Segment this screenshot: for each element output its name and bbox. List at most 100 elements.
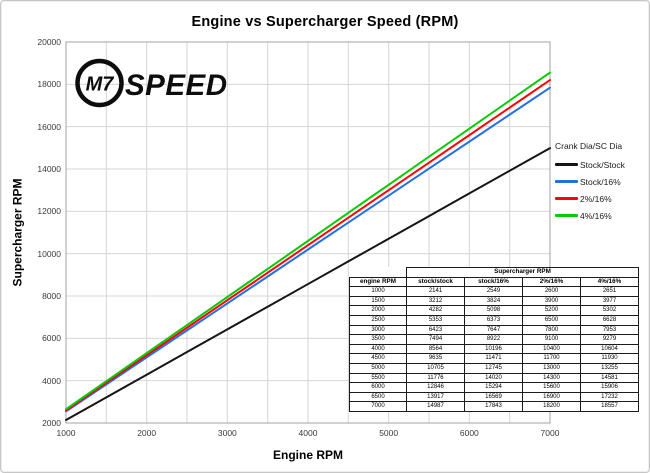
y-tick-label: 18000 <box>37 79 61 90</box>
table-cell: 15294 <box>464 382 523 393</box>
legend-item-label: Stock/16% <box>580 176 621 187</box>
table-row: 6000 12846 15294 15600 15906 <box>349 382 639 393</box>
table-cell: 5353 <box>406 314 465 326</box>
table-cell: 7494 <box>406 334 465 345</box>
x-tick-label: 5000 <box>379 428 399 438</box>
x-axis-title: Engine RPM <box>272 448 343 462</box>
plot-border <box>65 41 551 424</box>
table-cell: 18557 <box>580 401 639 412</box>
table-cell: 4000 <box>349 343 407 355</box>
logo-word: SPEED <box>125 69 228 102</box>
x-tick-label: 2000 <box>137 428 157 438</box>
table-header-cell: engine RPM <box>349 276 407 288</box>
legend-swatch <box>555 163 578 166</box>
legend-item: 4%/16% <box>555 207 649 224</box>
table-cell: 14987 <box>406 401 465 412</box>
table-row: 4500 9635 11471 11700 11930 <box>349 353 639 364</box>
table-row: 1500 3212 3824 3900 3977 <box>349 295 639 307</box>
table-row: 2000 4282 5098 5200 5302 <box>349 305 639 316</box>
supercharger-rpm-table: Supercharger RPM engine RPM stock/stock st… <box>349 267 639 412</box>
table-body: 1000 2141 2549 2600 2651 1500 3212 3824 3900 3977… <box>349 286 639 412</box>
y-tick-label: 10000 <box>37 248 61 259</box>
y-tick-label: 6000 <box>42 333 61 344</box>
legend-title: Crank Dia/SC Dia <box>555 141 623 151</box>
table-cell: 5000 <box>349 362 407 374</box>
table-cell: 10604 <box>580 343 639 355</box>
table-cell: 6000 <box>349 382 407 393</box>
table-cell: 8922 <box>464 334 523 345</box>
x-tick-label: 3000 <box>217 428 237 438</box>
chart-legend: Crank Dia/SC Dia Stock/Stock Stock/16% 2%/… <box>555 141 649 224</box>
y-tick-label: 16000 <box>37 121 61 132</box>
table-cell: 13255 <box>580 362 639 374</box>
table-cell: 5200 <box>522 305 581 316</box>
table-cell: 1000 <box>349 286 407 297</box>
table-cell: 12846 <box>406 382 465 393</box>
y-axis-title: Supercharger RPM <box>10 178 25 287</box>
y-tick-label: 12000 <box>37 206 61 217</box>
legend-item-label: 2%/16% <box>580 193 612 204</box>
table-cell: 16900 <box>522 391 581 403</box>
table-group-header-row: Supercharger RPM <box>350 267 639 278</box>
table-cell: 11700 <box>522 353 581 364</box>
table-row: 7000 14987 17843 18200 18557 <box>349 401 639 412</box>
table-header-cell: 2%/16% <box>522 276 581 288</box>
table-cell: 9635 <box>406 353 465 364</box>
table-row: 6500 13917 16569 16900 17232 <box>349 391 639 403</box>
table-cell: 3500 <box>349 334 407 345</box>
table-cell: 4282 <box>406 305 465 316</box>
table-cell: 7647 <box>464 324 523 336</box>
table-cell: 18200 <box>522 401 581 412</box>
table-cell: 17232 <box>580 391 639 403</box>
table-cell: 15906 <box>580 382 639 393</box>
table-group-header: Supercharger RPM <box>406 267 639 278</box>
table-cell: 14020 <box>464 372 523 384</box>
table-cell: 10705 <box>406 362 465 374</box>
table-row: 1000 2141 2549 2600 2651 <box>349 286 639 297</box>
table-cell: 5302 <box>580 305 639 316</box>
table-row: 5000 10705 12745 13000 13255 <box>349 362 639 374</box>
x-tick-label: 1000 <box>56 428 76 438</box>
legend-swatch <box>555 214 578 217</box>
series-line-stock-stock <box>65 147 551 422</box>
table-cell: 6500 <box>522 314 581 326</box>
table-cell: 3977 <box>580 295 639 307</box>
x-tick-label: 4000 <box>298 428 318 438</box>
table-cell: 7800 <box>522 324 581 336</box>
legend-item: Stock/Stock <box>555 156 649 173</box>
table-cell: 14581 <box>580 372 639 384</box>
legend-item: 2%/16% <box>555 190 649 207</box>
legend-item: Stock/16% <box>555 173 649 190</box>
table-cell: 2549 <box>464 286 523 297</box>
table-header-row: engine RPM stock/stock stock/16% 2%/16% 4%/1… <box>349 276 639 288</box>
table-cell: 14300 <box>522 372 581 384</box>
table-cell: 6500 <box>349 391 407 403</box>
table-cell: 12745 <box>464 362 523 374</box>
table-cell: 7953 <box>580 324 639 336</box>
table-cell: 11776 <box>406 372 465 384</box>
x-tick-label: 6000 <box>459 428 479 438</box>
table-cell: 11471 <box>464 353 523 364</box>
table-cell: 11930 <box>580 353 639 364</box>
table-header-cell: 4%/16% <box>580 276 639 288</box>
table-cell: 1500 <box>349 295 407 307</box>
table-cell: 9100 <box>522 334 581 345</box>
table-row: 4000 8564 10196 10400 10604 <box>349 343 639 355</box>
logo-circle <box>75 58 124 108</box>
table-cell: 17843 <box>464 401 523 412</box>
legend-item-label: 4%/16% <box>580 210 612 221</box>
table-cell: 4500 <box>349 353 407 364</box>
table-cell: 9279 <box>580 334 639 345</box>
table-cell: 3000 <box>349 324 407 336</box>
table-cell: 16569 <box>464 391 523 403</box>
y-tick-label: 8000 <box>42 291 61 301</box>
table-cell: 8564 <box>406 343 465 355</box>
series-line-4-16- <box>65 71 551 411</box>
table-cell: 6373 <box>464 314 523 326</box>
series-line-2-16- <box>65 79 551 412</box>
y-tick-label: 2000 <box>42 418 61 428</box>
table-cell: 13917 <box>406 391 465 403</box>
table-row: 3500 7494 8922 9100 9279 <box>349 334 639 345</box>
series-line-stock-16- <box>65 86 551 413</box>
